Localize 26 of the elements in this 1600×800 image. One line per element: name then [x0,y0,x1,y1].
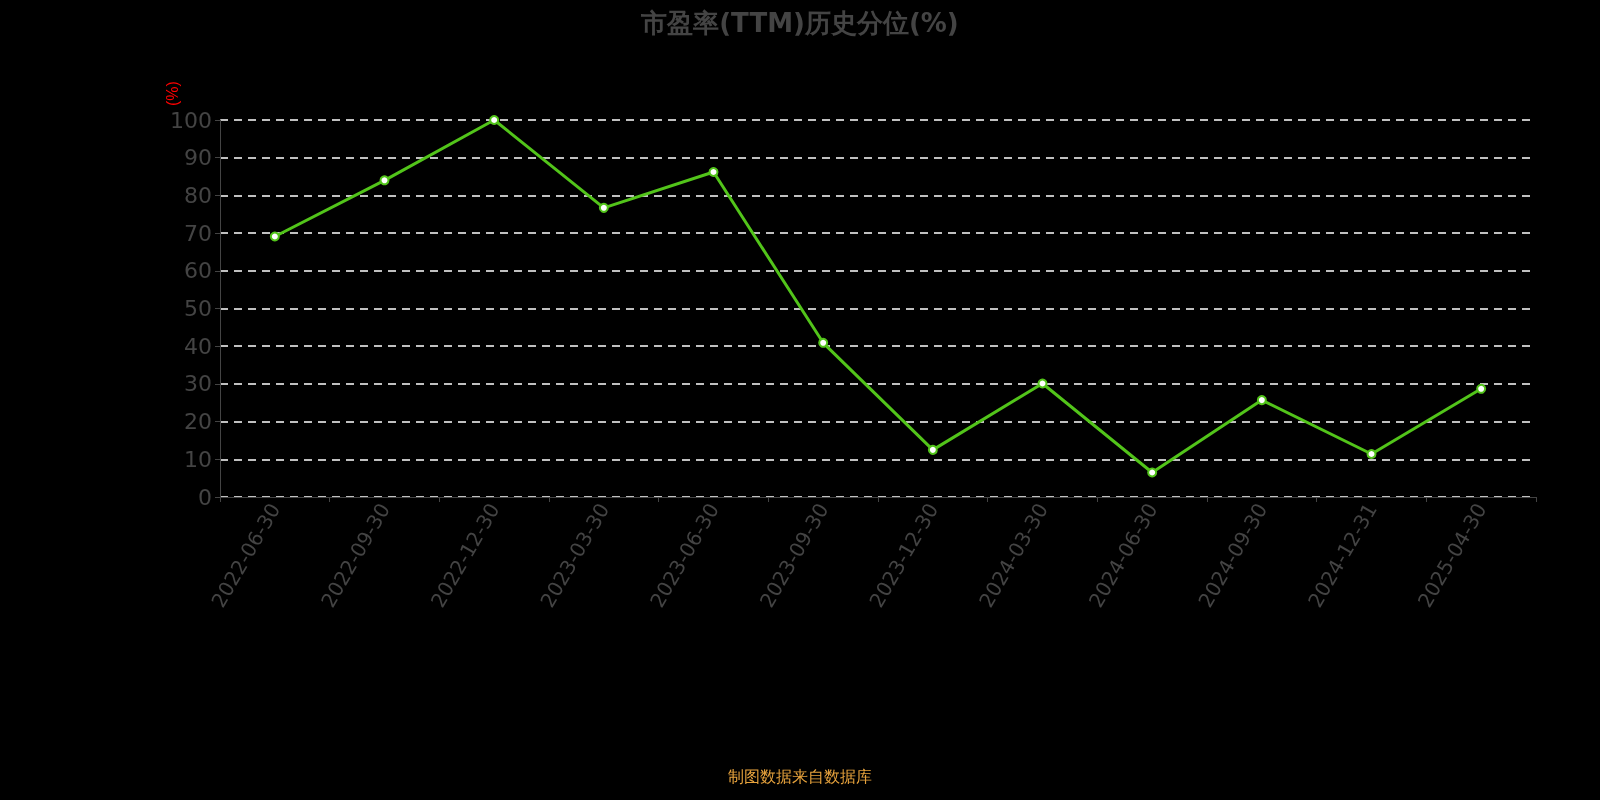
point [1037,378,1048,389]
y-tick-label: 100 [170,107,212,133]
point [1366,449,1377,460]
y-tick-label: 50 [184,296,212,321]
y-tick-label: 0 [198,484,212,510]
point [379,175,390,186]
y-axis-title: (%) [163,81,181,107]
y-tick-label: 70 [184,220,212,246]
y-tick-label: 10 [184,446,212,472]
point [269,231,280,242]
text: 制图数据来自数据库 [728,766,872,786]
chart-title: 市盈率(TTM)历史分位(%) [640,8,959,38]
point [708,167,719,178]
point [489,115,500,125]
point [1476,383,1487,394]
point [598,202,609,213]
point [1147,467,1158,478]
point [818,337,829,348]
y-tick-label: 30 [184,371,212,397]
point [927,444,938,455]
y-tick-label: 20 [184,409,212,435]
y-tick-label: 90 [184,145,212,171]
y-tick-label: 60 [184,258,212,284]
point [1256,395,1267,406]
y-tick-label: 40 [184,333,212,359]
y-tick-label: 80 [184,182,212,208]
